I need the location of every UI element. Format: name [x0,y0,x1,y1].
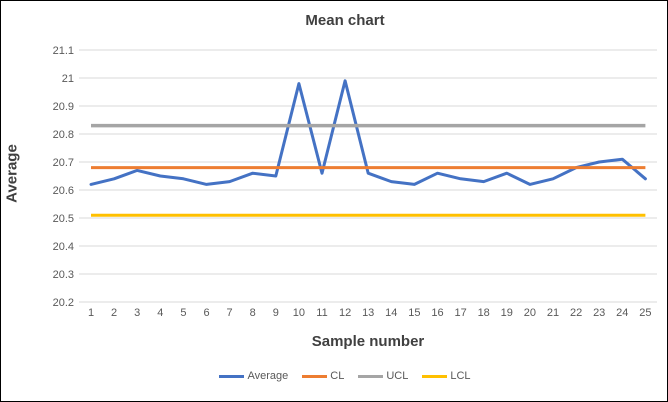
legend-swatch-cl [302,374,328,378]
y-tick-label: 20.9 [53,101,74,113]
y-tick-label: 20.3 [53,269,74,281]
x-tick-label: 10 [293,307,305,319]
x-tick-label: 7 [227,307,233,319]
y-tick-label: 20.5 [53,213,74,225]
y-tick-label: 20.7 [53,157,74,169]
x-tick-label: 18 [478,307,490,319]
legend: Average CL UCL LCL [23,370,667,382]
chart-title: Mean chart [305,12,385,29]
legend-label-average: Average [247,370,289,382]
y-tick-label: 20.4 [53,241,74,253]
x-tick-label: 9 [273,307,279,319]
legend-item-cl: CL [302,370,344,382]
x-tick-label: 1 [88,307,94,319]
x-axis-title: Sample number [311,333,425,350]
y-tick-label: 20.8 [53,129,74,141]
legend-label-lcl: LCL [450,370,471,382]
x-tick-label: 5 [180,307,186,319]
x-tick-label: 8 [250,307,256,319]
legend-swatch-average [219,374,245,378]
y-tick-label: 20.2 [53,297,74,309]
y-tick-label: 21.1 [53,45,74,57]
average-series-line [89,79,647,186]
y-tick-label: 20.6 [53,185,74,197]
x-tick-label: 6 [203,307,209,319]
x-tick-label: 16 [431,307,443,319]
x-tick-label: 14 [385,307,397,319]
x-tick-label: 13 [362,307,374,319]
x-tick-label: 15 [408,307,420,319]
legend-label-ucl: UCL [386,370,409,382]
legend-item-lcl: LCL [422,370,471,382]
x-tick-label: 11 [316,307,327,319]
legend-label-cl: CL [330,370,345,382]
x-tick-label: 12 [339,307,351,319]
x-tick-label: 2 [111,307,117,319]
legend-swatch-lcl [422,374,448,378]
x-tick-label: 21 [547,307,559,319]
x-tick-label: 19 [501,307,513,319]
y-tick-label: 21 [62,73,74,85]
x-tick-label: 23 [593,307,605,319]
x-tick-label: 4 [157,307,163,319]
x-tick-label: 20 [524,307,536,319]
x-tick-label: 17 [454,307,466,319]
x-tick-label: 22 [570,307,582,319]
x-tick-label: 25 [639,307,651,319]
legend-item-ucl: UCL [358,370,408,382]
x-tick-label: 3 [134,307,140,319]
legend-swatch-ucl [358,374,384,378]
legend-item-average: Average [219,370,288,382]
x-tick-label: 24 [616,307,628,319]
